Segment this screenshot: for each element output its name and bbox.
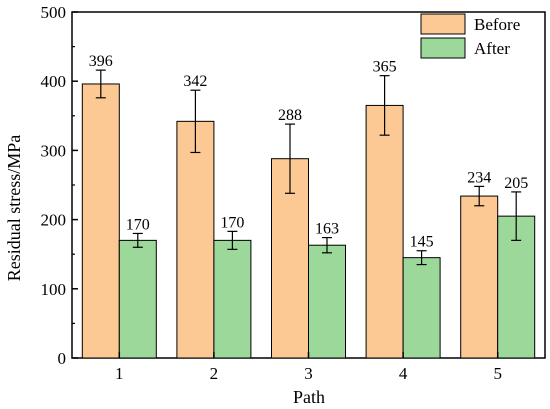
y-tick-label: 400 xyxy=(41,72,67,91)
data-label: 288 xyxy=(278,107,302,124)
x-tick-label: 4 xyxy=(399,364,408,383)
data-label: 145 xyxy=(410,234,434,251)
legend-label-after: After xyxy=(474,39,510,58)
y-tick-label: 100 xyxy=(41,280,67,299)
data-label: 234 xyxy=(467,169,491,186)
data-label: 342 xyxy=(183,73,207,90)
legend-swatch-after xyxy=(420,37,466,59)
bars-layer xyxy=(81,83,536,359)
y-tick-label: 200 xyxy=(41,211,67,230)
legend-swatch-before xyxy=(420,13,466,35)
data-label: 170 xyxy=(220,214,244,231)
data-labels-layer: 396 342 288 365 234 170 170 163 145 205 xyxy=(89,53,528,251)
x-axis-title: Path xyxy=(293,387,325,407)
bar-before-2 xyxy=(176,120,215,359)
x-tick-label: 2 xyxy=(210,364,219,383)
bar-before-5 xyxy=(460,195,499,359)
data-label: 396 xyxy=(89,53,113,70)
legend: Before After xyxy=(420,13,520,59)
error-bars-layer xyxy=(95,69,522,266)
x-tick-label: 5 xyxy=(493,364,502,383)
data-label: 170 xyxy=(126,216,150,233)
y-axis-title: Residual stress/MPa xyxy=(4,135,24,282)
x-tick-label: 1 xyxy=(115,364,124,383)
data-label: 365 xyxy=(373,59,397,76)
y-tick-label: 500 xyxy=(41,3,67,22)
bar-after-1 xyxy=(118,239,157,359)
data-label: 163 xyxy=(315,221,339,238)
data-label: 205 xyxy=(504,175,528,192)
x-axis: 1 2 3 4 5 xyxy=(115,352,502,383)
y-tick-label: 0 xyxy=(58,349,67,368)
x-tick-label: 3 xyxy=(304,364,313,383)
bar-before-4 xyxy=(365,104,404,359)
bar-after-3 xyxy=(308,244,346,359)
bar-before-1 xyxy=(81,83,120,359)
y-tick-label: 300 xyxy=(41,141,67,160)
y-axis: 0 100 200 300 400 500 xyxy=(41,3,78,368)
legend-label-before: Before xyxy=(474,15,520,34)
bar-after-4 xyxy=(402,257,441,359)
bar-after-2 xyxy=(213,239,252,359)
